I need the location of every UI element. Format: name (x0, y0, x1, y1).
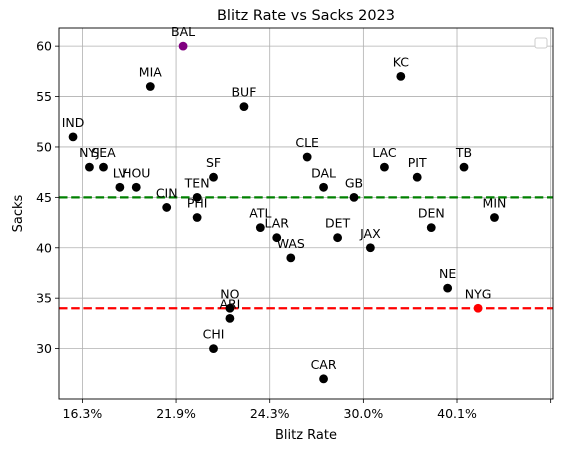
y-axis-label: Sacks (11, 194, 26, 232)
point-label: SF (206, 155, 221, 170)
x-tick-label: 40.1% (437, 406, 477, 421)
chart-title: Blitz Rate vs Sacks 2023 (217, 8, 395, 24)
point-label: TB (455, 145, 472, 160)
point-label: NYG (465, 286, 492, 301)
data-point (255, 223, 265, 233)
data-point (131, 182, 141, 192)
x-tick-label: 16.3% (63, 406, 103, 421)
data-point (239, 102, 249, 112)
data-point (490, 213, 499, 222)
data-point (99, 162, 108, 172)
data-point (145, 82, 155, 91)
point-label: PHI (187, 196, 208, 211)
data-point (349, 192, 359, 202)
point-label: SEA (91, 145, 116, 160)
point-label: MIN (483, 196, 507, 211)
point-label: DAL (311, 165, 336, 180)
y-tick-label: 50 (36, 139, 52, 154)
point-label: CIN (156, 185, 178, 200)
x-tick-label: 30.0% (344, 406, 384, 421)
plot-area-frame (58, 27, 554, 400)
data-point (302, 152, 312, 162)
x-tick-label: 24.3% (250, 406, 290, 421)
data-point (68, 132, 78, 142)
point-label: CLE (295, 135, 319, 150)
data-point (426, 223, 436, 233)
y-tick-label: 30 (36, 341, 52, 356)
point-label: ARI (219, 296, 240, 311)
point-label: CAR (311, 357, 337, 372)
point-label: ATL (249, 206, 271, 221)
data-point (272, 233, 282, 243)
point-label: NE (439, 266, 456, 281)
point-label: GB (345, 175, 363, 190)
data-point (459, 162, 469, 172)
point-label: BAL (171, 24, 195, 39)
data-point (225, 313, 235, 323)
y-tick-label: 55 (36, 89, 52, 104)
grid-lines (59, 28, 553, 399)
data-point (333, 233, 343, 243)
reference-lines (59, 196, 553, 310)
point-label: NYJ (79, 145, 100, 160)
point-label: LV (113, 165, 128, 180)
data-points (68, 41, 499, 384)
data-point (473, 303, 483, 313)
data-point (178, 41, 188, 51)
data-point (319, 182, 328, 192)
data-point (209, 172, 218, 182)
point-label: LAC (372, 145, 397, 160)
point-label: LAR (264, 216, 289, 231)
data-point (396, 71, 406, 81)
point-label: DET (325, 216, 351, 231)
y-axis-ticks: 30 35 40 45 50 55 60 (36, 39, 59, 356)
data-point (209, 344, 218, 353)
data-point (319, 374, 328, 384)
data-point (115, 182, 125, 192)
data-point (225, 303, 235, 313)
data-point (443, 283, 453, 293)
point-label: TEN (184, 175, 210, 190)
data-point (380, 162, 389, 172)
point-label: NO (220, 286, 239, 301)
data-point (286, 253, 296, 263)
point-label: JAX (359, 226, 381, 241)
point-label: PIT (408, 155, 427, 170)
data-point (162, 203, 172, 212)
point-label: MIA (139, 64, 162, 79)
x-axis-label: Blitz Rate (275, 428, 337, 443)
x-tick-label: 21.9% (156, 406, 196, 421)
y-tick-label: 45 (36, 190, 52, 205)
data-point (85, 162, 94, 172)
y-tick-label: 35 (36, 291, 52, 306)
point-label: CHI (203, 327, 225, 342)
data-point (192, 213, 202, 222)
point-label: WAS (277, 236, 305, 251)
y-tick-label: 60 (36, 39, 52, 54)
point-label: HOU (122, 165, 150, 180)
point-label: BUF (231, 85, 256, 100)
y-tick-label: 40 (36, 240, 52, 255)
point-label: IND (62, 115, 85, 130)
data-point (192, 192, 202, 202)
point-label: DEN (418, 206, 445, 221)
data-point (412, 172, 422, 182)
x-axis-ticks: 16.3% 21.9% 24.3% 30.0% 40.1% (63, 399, 552, 421)
data-point (365, 243, 375, 253)
point-label: KC (393, 54, 410, 69)
legend-box (534, 37, 548, 49)
